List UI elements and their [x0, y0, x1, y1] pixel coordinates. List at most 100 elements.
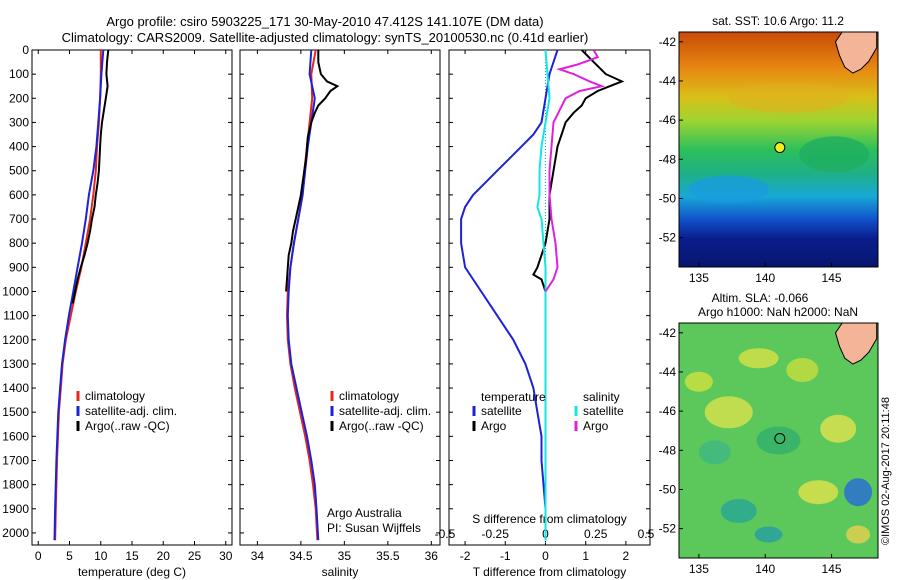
depth-tick-label: 0	[22, 43, 29, 57]
sst_map-lon-tick-label: 140	[755, 271, 775, 285]
depth-tick-label: 1600	[2, 429, 29, 443]
sst_map-lat-tick-label: -46	[659, 113, 677, 127]
legend-temperature-title: temperature	[481, 390, 546, 404]
sla-anomaly-blob	[820, 414, 857, 443]
differences-xtick-label: 2	[623, 549, 630, 563]
depth-tick-label: 100	[9, 67, 29, 81]
depth-tick-label: 1100	[3, 309, 29, 323]
differences-xtick-label: -1	[500, 549, 511, 563]
sla_map-lat-tick-label: -42	[659, 326, 677, 340]
differences-xtick-label: 1	[582, 549, 589, 563]
sst_map-lat-tick-label: -44	[659, 74, 677, 88]
figure-title-line2: Climatology: CARS2009. Satellite-adjuste…	[61, 30, 589, 45]
sst_map-lon-tick-label: 135	[689, 271, 709, 285]
salinity-diff-tick-label: 0.25	[584, 527, 608, 541]
sla_map-lon-tick-label: 135	[689, 562, 709, 576]
sla_map-lon-tick-label: 145	[822, 562, 842, 576]
differences-plot-frame	[448, 49, 651, 546]
salinity-diff-tick-label: 0.5	[638, 527, 655, 541]
salinity-legend-label: climatology	[339, 389, 399, 403]
sst_map-panel: 135 140 145 -42 -44 -46 -48 -50 -52 sat. SST: 10.…	[659, 14, 879, 285]
legend-salinity-label: Argo	[583, 419, 609, 433]
sla_map-map-frame	[678, 322, 879, 559]
depth-tick-label: 1700	[2, 453, 29, 467]
sla-anomaly-blob	[754, 526, 783, 543]
sla_map-lat-tick-label: -48	[659, 443, 677, 457]
salinity-xtick-label: 34.5	[289, 549, 313, 563]
salinity-xtick-label: 34	[251, 549, 265, 563]
differences-xtick-label: 0	[542, 549, 549, 563]
sst-map-title: sat. SST: 10.6 Argo: 11.2	[712, 14, 844, 28]
depth-tick-label: 2000	[2, 526, 29, 540]
depth-tick-label: 900	[9, 260, 29, 274]
sla-anomaly-blob	[720, 499, 757, 523]
salinity-diff-tick-label: -0.25	[482, 527, 510, 541]
depth-tick-label: 200	[9, 91, 29, 105]
temperature-plot-frame	[31, 49, 233, 546]
depth-tick-label: 600	[9, 188, 29, 202]
salinity-xtick-label: 35.5	[376, 549, 400, 563]
temperature-panel: 0100200300400500600700800900100011001200…	[2, 43, 232, 579]
sla_map-lat-tick-label: -44	[659, 365, 677, 379]
depth-tick-label: 800	[9, 236, 29, 250]
sla_map-lat-tick-label: -46	[659, 404, 677, 418]
sla-anomaly-blob	[846, 525, 871, 544]
differences-series-temperature-satellite	[460, 50, 559, 541]
argo-australia-annotation: Argo Australia	[327, 506, 402, 520]
salinity-plot-frame	[239, 49, 441, 546]
differences-series-temperature-argo	[532, 50, 625, 292]
depth-tick-label: 1200	[2, 333, 29, 347]
sla-anomaly-blob	[738, 348, 779, 369]
sla_map-lon-tick-label: 140	[755, 562, 775, 576]
sst_map-lat-tick-label: -42	[659, 35, 677, 49]
salinity-xtick-label: 35	[338, 549, 352, 563]
temperature-legend-label: satellite-adj. clim.	[85, 404, 177, 418]
legend-temperature-label: Argo	[481, 419, 507, 433]
sla-anomaly-blob	[698, 440, 731, 465]
sla_map-lat-tick-label: -52	[659, 522, 677, 536]
legend-salinity-title: salinity	[583, 390, 620, 404]
pi-annotation: PI: Susan Wijffels	[327, 521, 421, 535]
differences-series-salinity-argo	[544, 50, 606, 293]
sst_map-lat-tick-label: -48	[659, 152, 677, 166]
sst-warm-tongue	[799, 136, 870, 173]
legend-temperature-label: satellite	[481, 404, 522, 418]
salinity-legend-label: Argo(..raw -QC)	[339, 419, 424, 433]
temperature-xtick-label: 15	[125, 549, 139, 563]
depth-tick-label: 1300	[2, 357, 29, 371]
temperature-xtick-label: 0	[35, 549, 42, 563]
sst-front	[728, 82, 849, 113]
sst_map-lat-tick-label: -52	[659, 231, 677, 245]
sla-anomaly-blob	[684, 371, 713, 392]
depth-tick-label: 500	[9, 164, 29, 178]
sla-map-title-line2: Argo h1000: NaN h2000: NaN	[698, 305, 858, 319]
salinity-panel: 34 34.5 35 35.5 36 salinity climatologysatelli…	[239, 49, 441, 579]
salinity-diff-axis-label: S difference from climatology	[472, 512, 627, 526]
differences-xlabel: T difference from climatology	[473, 565, 627, 579]
imos-credit: ©IMOS 02-Aug-2017 20:11:48	[880, 397, 892, 545]
temperature-series-satellite-adj-clim-	[53, 50, 105, 541]
sla_map-lat-tick-label: -50	[659, 482, 677, 496]
sst-cool-patch	[688, 175, 769, 204]
sla-anomaly-blob	[704, 396, 753, 429]
temperature-legend-label: climatology	[85, 389, 145, 403]
sst_map-lon-tick-label: 145	[822, 271, 842, 285]
depth-tick-label: 1900	[2, 502, 29, 516]
depth-tick-label: 300	[9, 115, 29, 129]
temperature-xtick-label: 5	[66, 549, 73, 563]
salinity-xtick-label: 36	[425, 549, 439, 563]
temperature-xlabel: temperature (deg C)	[78, 565, 186, 579]
sla-anomaly-blob	[844, 478, 873, 507]
temperature-legend-label: Argo(..raw -QC)	[85, 419, 170, 433]
temperature-xtick-label: 20	[157, 549, 171, 563]
salinity-xlabel: salinity	[322, 565, 359, 579]
depth-tick-label: 1400	[2, 381, 29, 395]
depth-tick-label: 400	[9, 140, 29, 154]
temperature-series-argo-raw-qc-	[71, 50, 110, 304]
sla-anomaly-blob	[798, 480, 839, 505]
depth-tick-label: 1500	[2, 405, 29, 419]
sla_map-tasmania-land	[834, 322, 878, 365]
figure-title-line1: Argo profile: csiro 5903225_171 30-May-2…	[106, 14, 544, 29]
depth-tick-label: 1000	[2, 284, 29, 298]
salinity-legend-label: satellite-adj. clim.	[339, 404, 431, 418]
